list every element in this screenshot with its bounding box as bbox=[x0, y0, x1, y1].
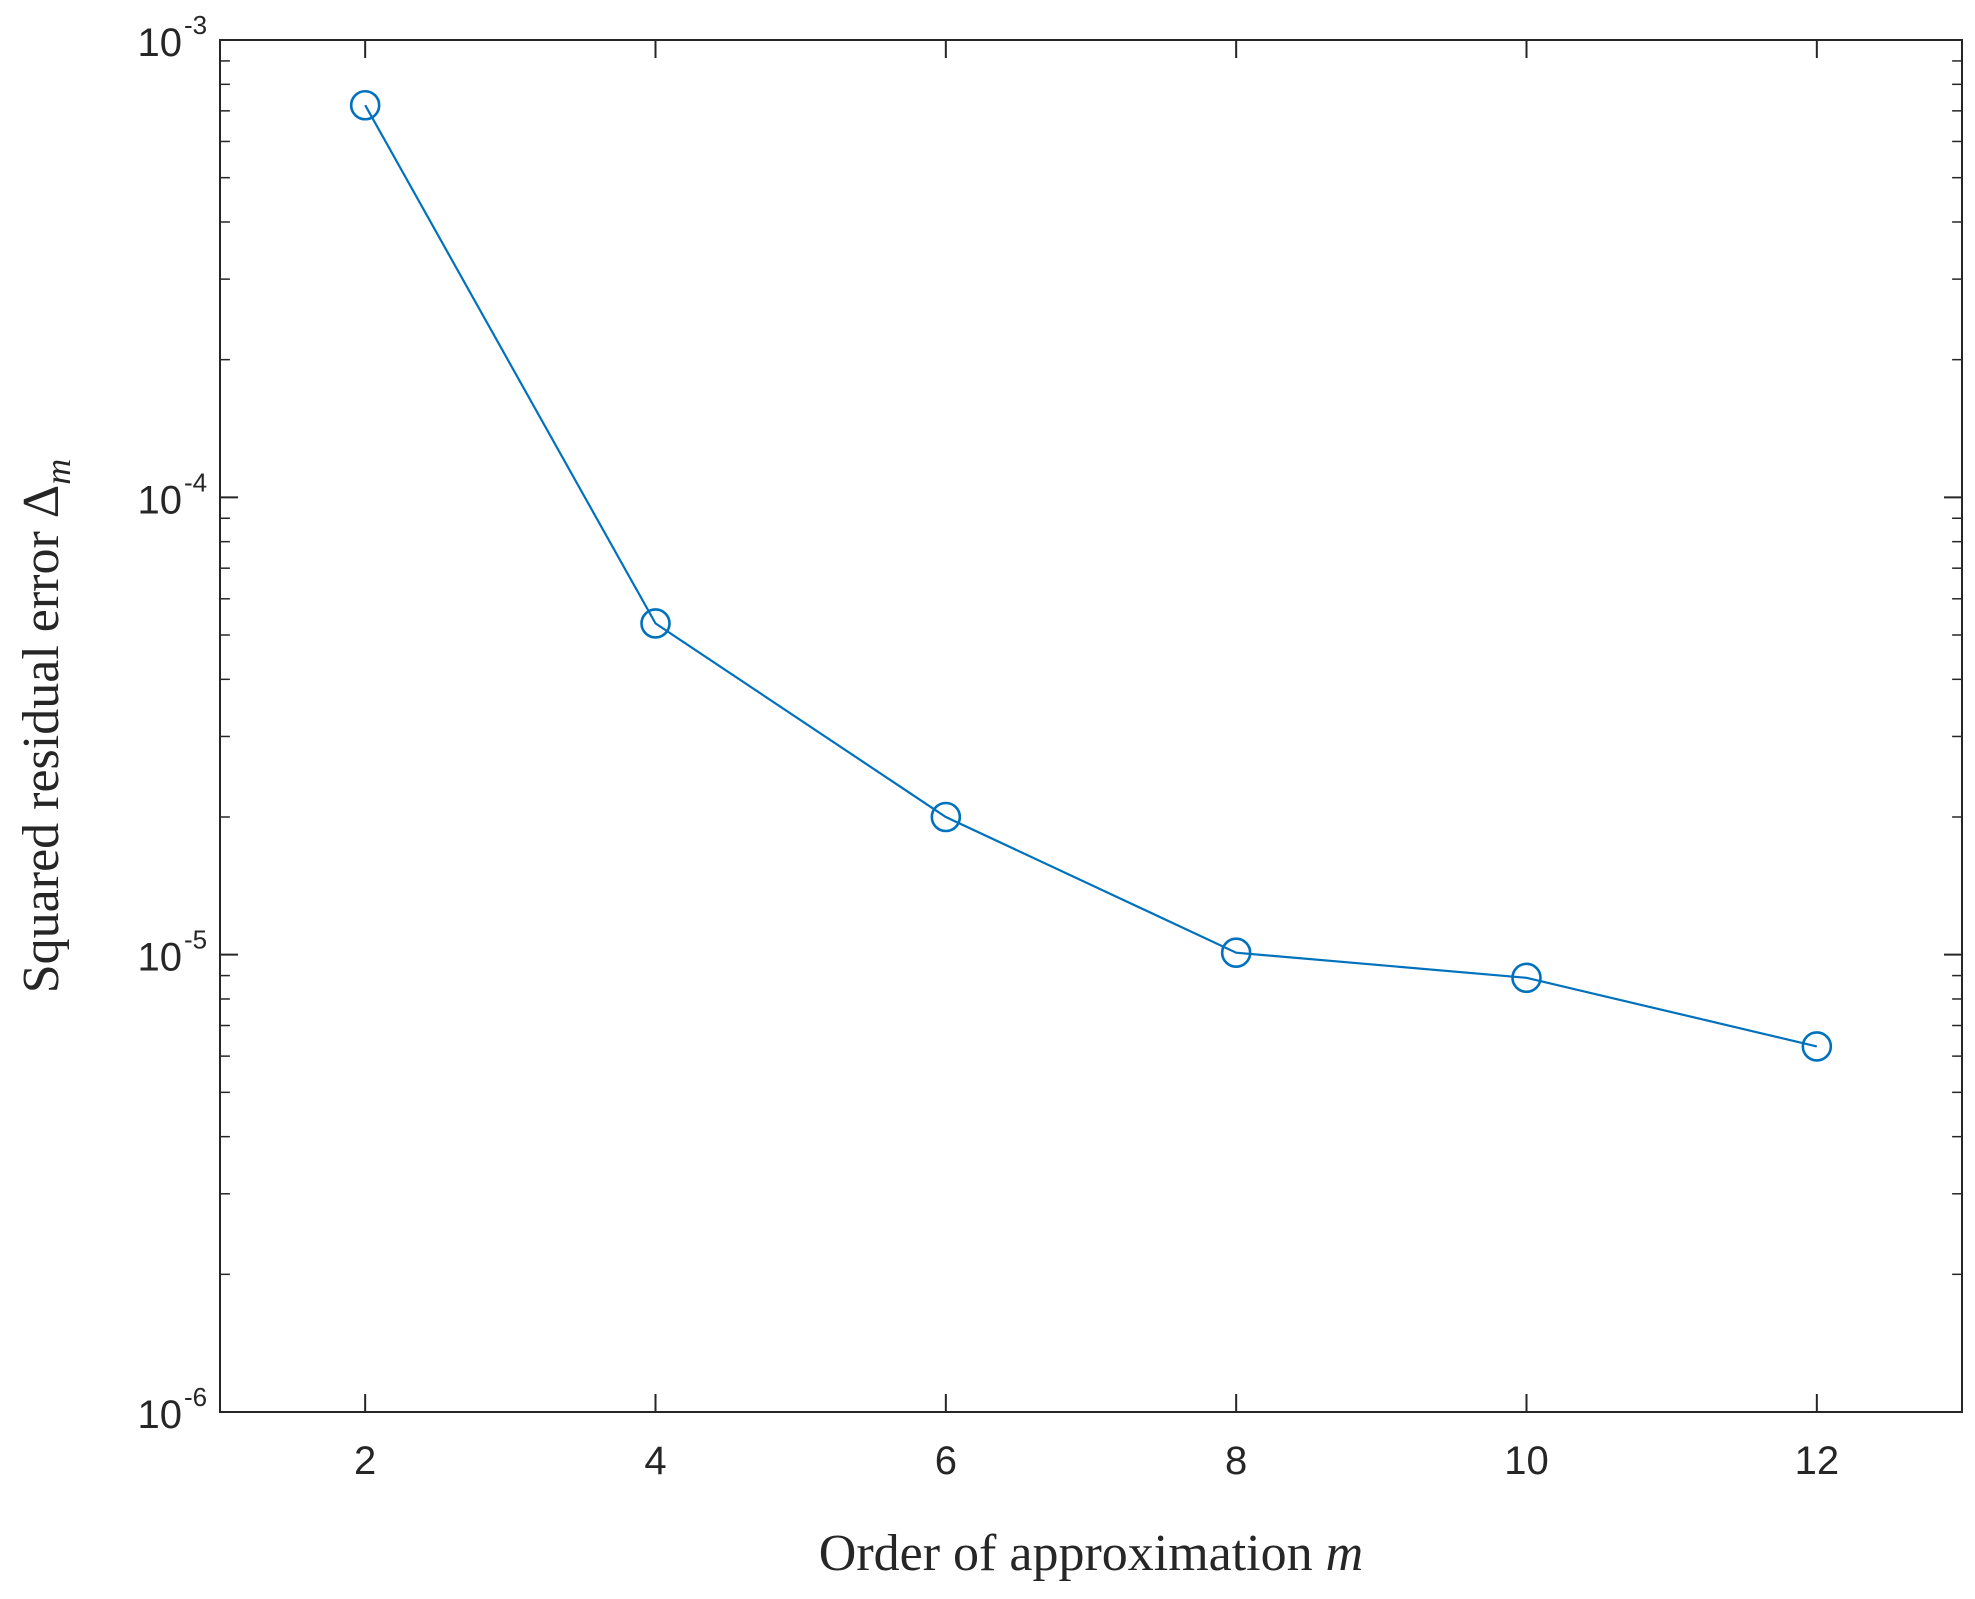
y-tick-label: 10 bbox=[138, 478, 183, 522]
data-point-marker bbox=[1220, 937, 1252, 968]
data-point-marker bbox=[640, 608, 671, 639]
x-tick-label: 8 bbox=[1225, 1439, 1247, 1483]
data-point-marker bbox=[1511, 962, 1542, 994]
series-line bbox=[364, 104, 1818, 1048]
y-tick-label-exponent: -4 bbox=[184, 467, 207, 497]
x-tick-label: 2 bbox=[354, 1439, 376, 1483]
y-tick-label: 10 bbox=[138, 1393, 183, 1437]
y-axis-title: Squared residual error Δm bbox=[13, 459, 78, 993]
x-axis-title-variable: m bbox=[1326, 1525, 1364, 1582]
data-point-marker bbox=[930, 801, 962, 833]
y-tick-label: 10 bbox=[138, 936, 183, 980]
y-tick-label-exponent: -3 bbox=[184, 10, 207, 40]
x-axis-title: Order of approximation m bbox=[819, 1525, 1363, 1582]
data-point-marker bbox=[349, 89, 381, 121]
x-tick-label: 6 bbox=[935, 1439, 957, 1483]
y-axis-title-subscript: m bbox=[38, 459, 78, 485]
plot-area-frame bbox=[219, 39, 1963, 1413]
y-tick-label: 10 bbox=[138, 21, 183, 65]
y-tick-label-exponent: -5 bbox=[184, 925, 207, 955]
x-tick-label: 4 bbox=[644, 1439, 666, 1483]
x-tick-label: 12 bbox=[1795, 1439, 1840, 1483]
x-tick-label: 10 bbox=[1504, 1439, 1549, 1483]
y-tick-label-exponent: -6 bbox=[184, 1382, 207, 1412]
data-point-marker bbox=[1801, 1031, 1833, 1062]
